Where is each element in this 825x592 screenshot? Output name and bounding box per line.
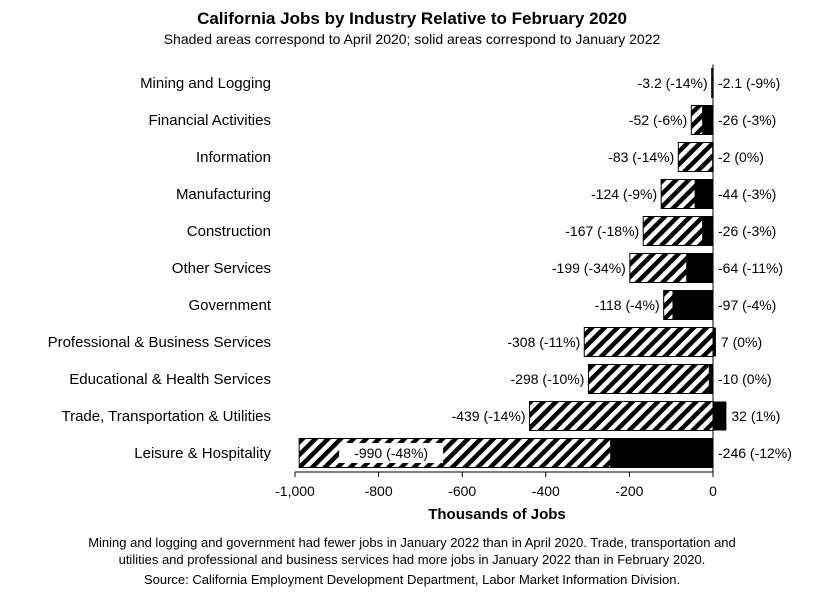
value-label-january-2022: -2 (0%) [718,149,764,165]
category-label: Government [188,297,271,314]
label-background [339,443,444,463]
category-label: Financial Activities [148,112,271,129]
category-label: Educational & Health Services [69,371,271,388]
x-axis-label: Thousands of Jobs [428,506,566,523]
value-label-april-2020: -83 (-14%) [608,149,674,165]
value-label-january-2022: 32 (1%) [731,408,780,424]
category-label: Other Services [172,260,271,277]
category-label: Leisure & Hospitality [134,445,271,462]
bar-january-2022 [694,179,713,209]
value-label-april-2020: -124 (-9%) [591,186,657,202]
value-label-january-2022: 7 (0%) [721,334,762,350]
chart-title: California Jobs by Industry Relative to … [197,9,627,28]
value-label-april-2020: -298 (-10%) [511,371,585,387]
bar-january-2022 [713,401,727,431]
category-label: Trade, Transportation & Utilities [61,408,271,425]
bar-january-2022 [702,105,713,135]
bar-january-2022 [672,290,713,320]
bar-april-2020 [642,216,714,246]
x-axis-ticks: -1,000 -800 -600 -400 -200 0 [275,472,717,499]
bar-april-2020 [587,364,714,394]
x-tick-label: -600 [448,483,476,499]
value-label-january-2022: -246 (-12%) [718,445,792,461]
value-label-january-2022: -44 (-3%) [718,186,776,202]
x-tick-label: -200 [615,483,643,499]
value-label-april-2020: -118 (-4%) [595,297,660,313]
x-tick-label: -800 [365,483,393,499]
value-label-april-2020: -3.2 (-14%) [638,75,708,91]
value-label-january-2022: -26 (-3%) [718,223,776,239]
source-note: Source: California Employment Developmen… [144,572,680,587]
category-label: Mining and Logging [140,75,271,92]
category-label: Manufacturing [176,186,271,203]
value-label-january-2022: -2.1 (-9%) [718,75,780,91]
category-labels: Mining and Logging Financial Activities In… [48,75,272,462]
value-label-april-2020: -167 (-18%) [565,223,639,239]
value-label-january-2022: -26 (-3%) [718,112,776,128]
bar-january-2022 [610,438,713,468]
chart-subtitle: Shaded areas correspond to April 2020; s… [164,31,661,47]
value-labels: -3.2 (-14%) -2.1 (-9%) -52 (-6%) -26 (-3%) -… [339,75,792,463]
value-label-april-2020: -52 (-6%) [629,112,687,128]
category-label: Professional & Business Services [48,334,271,351]
x-tick-label: 0 [709,483,717,499]
bar-april-2020 [583,327,714,357]
bar-january-2022 [708,364,713,394]
category-label: Construction [187,223,271,240]
bar-april-2020 [528,401,714,431]
value-label-april-2020: -439 (-14%) [452,408,526,424]
bar-january-2022 [702,216,713,246]
value-label-january-2022: -97 (-4%) [718,297,776,313]
bar-january-2022 [686,253,713,283]
x-tick-label: -1,000 [275,483,315,499]
bars [298,64,727,472]
value-label-april-2020: -308 (-11%) [507,334,580,350]
x-tick-label: -400 [532,483,560,499]
value-label-january-2022: -64 (-11%) [718,260,783,276]
bar-april-2020 [677,142,714,172]
bar-january-2022 [713,327,716,357]
value-label-april-2020: -199 (-34%) [552,260,626,276]
note-line-2: utilities and professional and business … [119,552,706,567]
value-label-january-2022: -10 (0%) [718,371,772,387]
note-line-1: Mining and logging and government had fe… [88,535,736,550]
category-label: Information [196,149,271,166]
value-label-april-2020: -990 (-48%) [354,445,428,461]
